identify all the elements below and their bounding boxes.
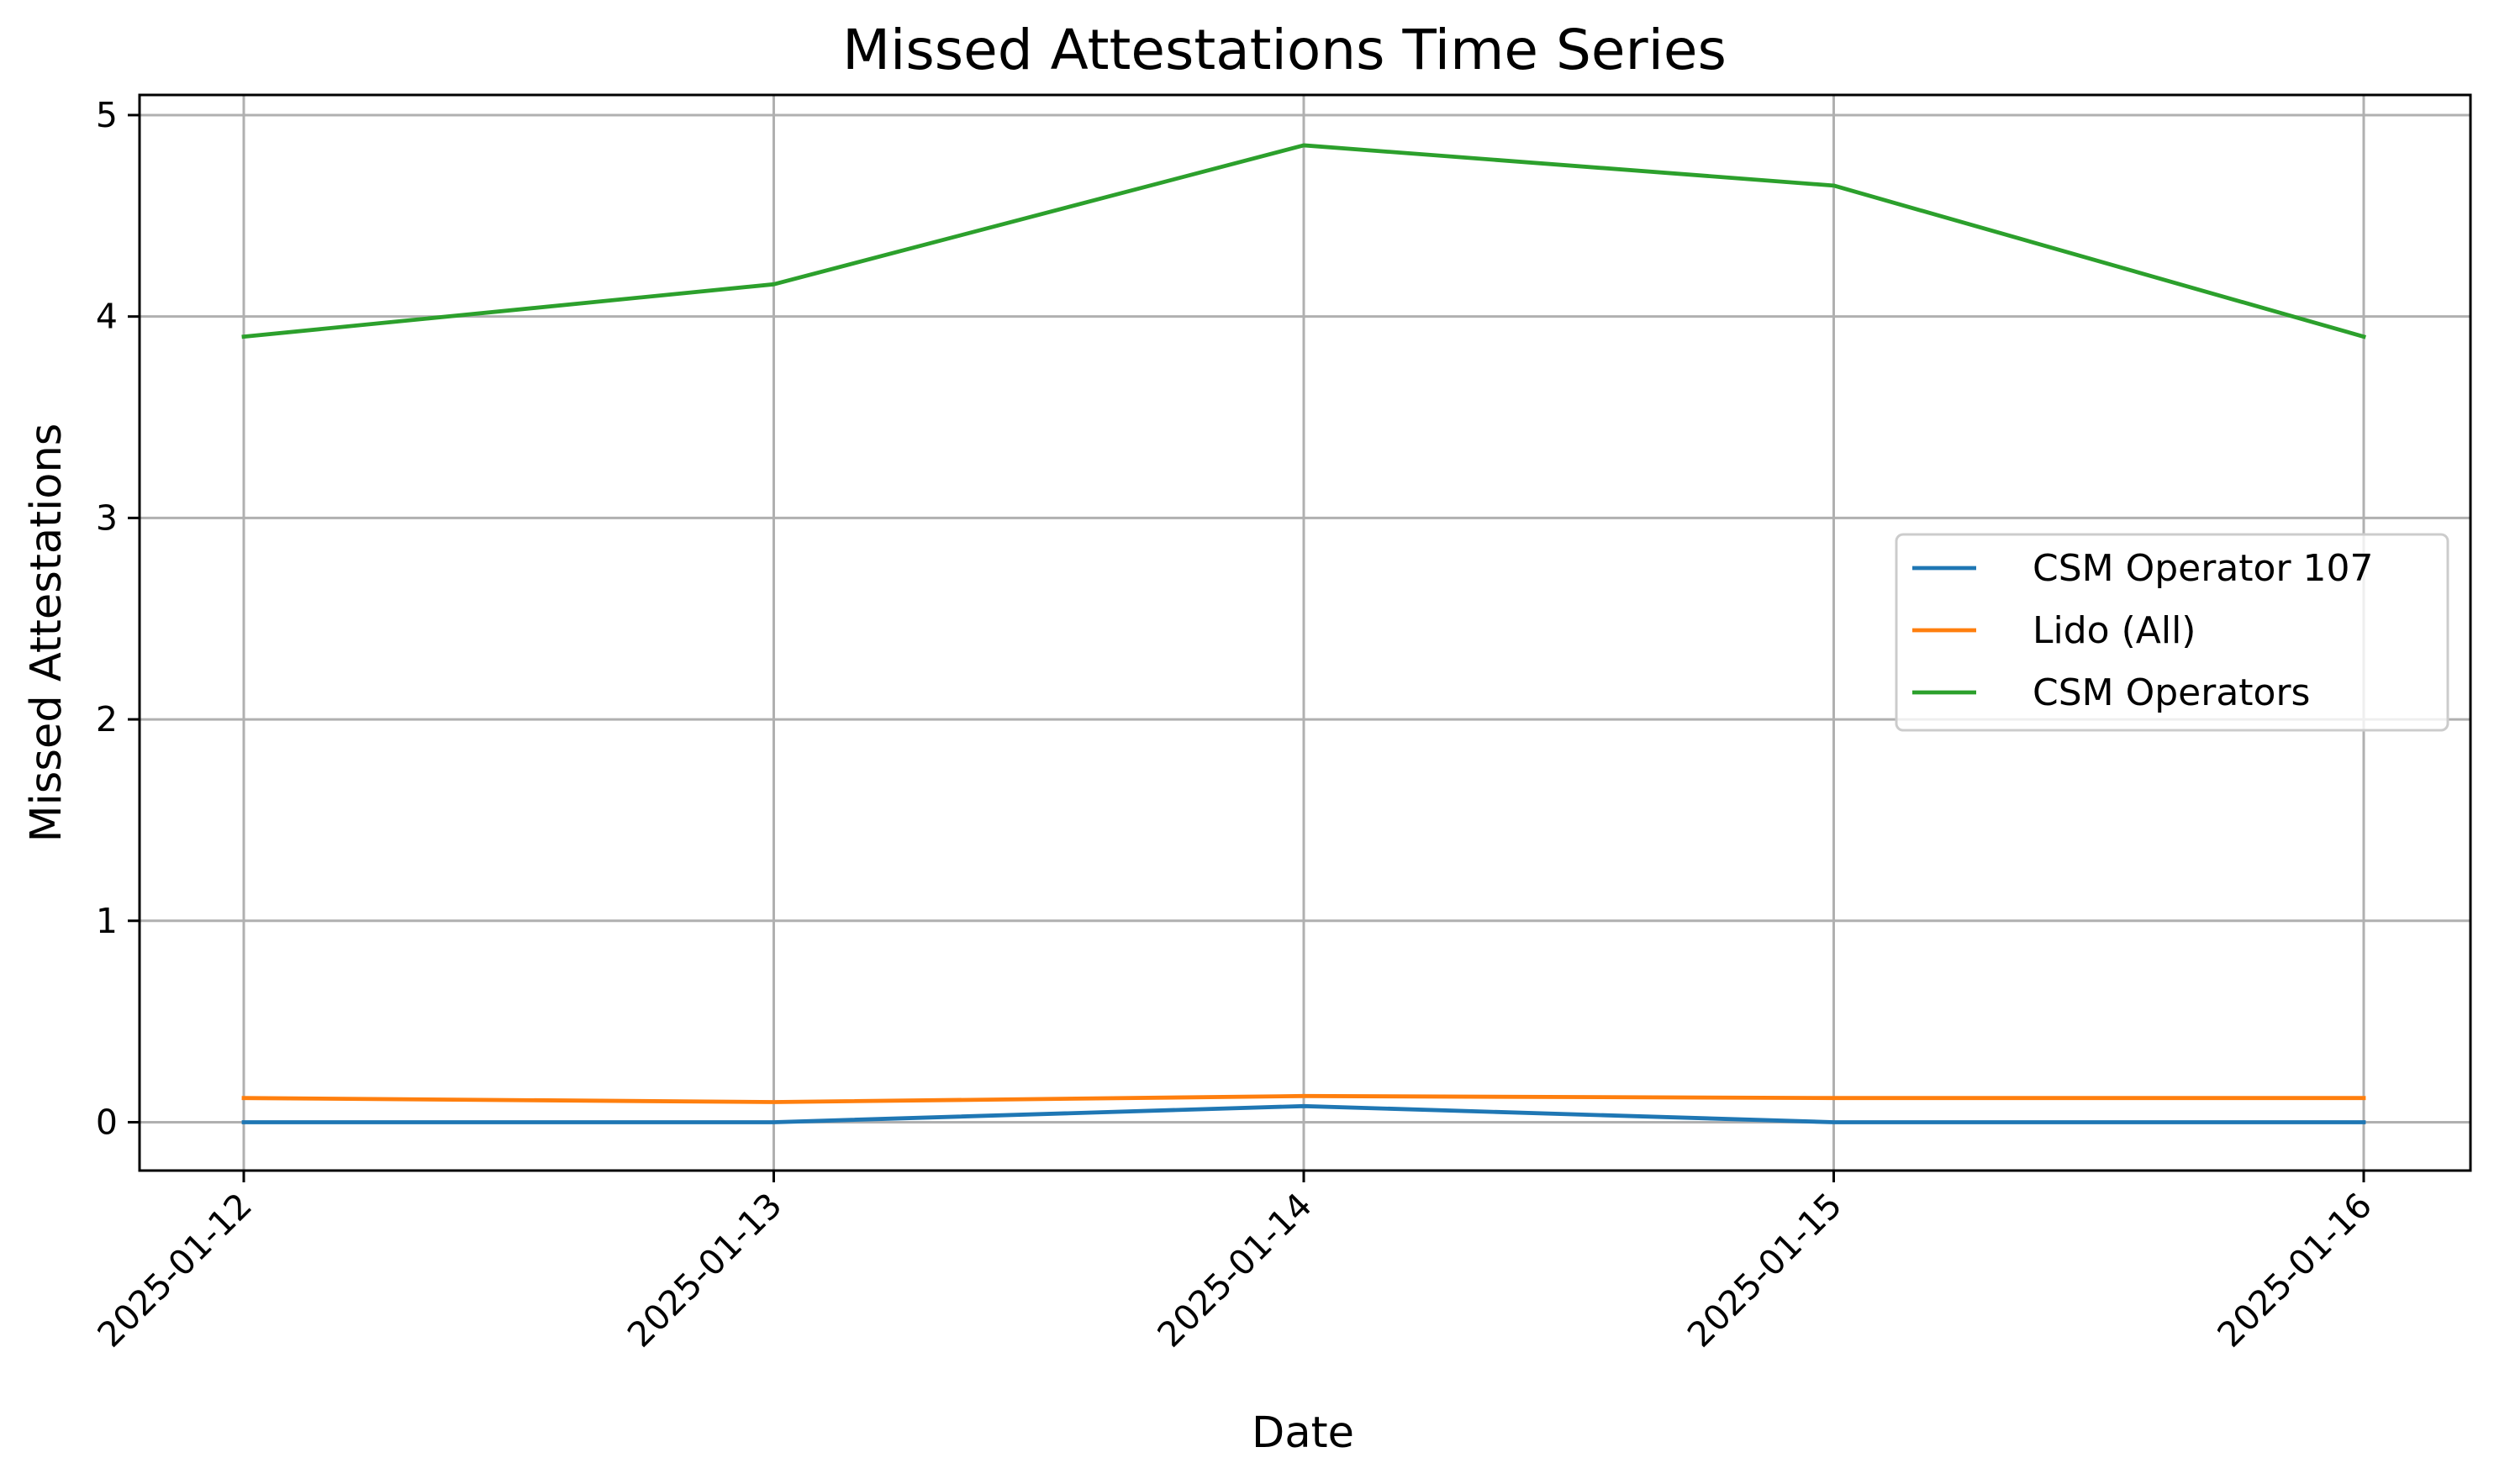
series-line-1 bbox=[241, 1093, 2366, 1104]
x-tick-label: 2025-01-12 bbox=[90, 1185, 260, 1355]
x-tick-label: 2025-01-13 bbox=[620, 1185, 789, 1355]
series-lines bbox=[241, 143, 2366, 1124]
y-tick-label: 0 bbox=[96, 1102, 118, 1142]
legend-label: CSM Operator 107 bbox=[2033, 547, 2374, 590]
legend-label: CSM Operators bbox=[2033, 671, 2310, 714]
y-tick-label: 1 bbox=[96, 901, 118, 941]
y-tick-label: 3 bbox=[96, 497, 118, 538]
y-tick-label: 4 bbox=[96, 297, 118, 337]
x-axis-label: Date bbox=[1252, 1408, 1354, 1458]
x-axis-ticks: 2025-01-12 2025-01-13 2025-01-14 2025-01-15… bbox=[90, 1171, 2380, 1355]
x-tick-label: 2025-01-16 bbox=[2210, 1185, 2380, 1355]
y-tick-label: 5 bbox=[96, 95, 118, 135]
legend: CSM Operator 107 Lido (All) CSM Operators bbox=[1895, 533, 2449, 732]
series-line-2 bbox=[241, 143, 2366, 339]
y-tick-label: 2 bbox=[96, 699, 118, 739]
y-axis-ticks: 0 1 2 3 4 5 bbox=[96, 95, 140, 1142]
x-tick-label: 2025-01-14 bbox=[1150, 1185, 1320, 1355]
legend-box bbox=[1895, 533, 2449, 732]
x-tick-label: 2025-01-15 bbox=[1679, 1185, 1849, 1355]
chart-title: Missed Attestations Time Series bbox=[842, 18, 1727, 82]
legend-label: Lido (All) bbox=[2033, 609, 2196, 652]
series-line-0 bbox=[241, 1103, 2366, 1124]
y-axis-label: Missed Attestations bbox=[22, 424, 71, 843]
